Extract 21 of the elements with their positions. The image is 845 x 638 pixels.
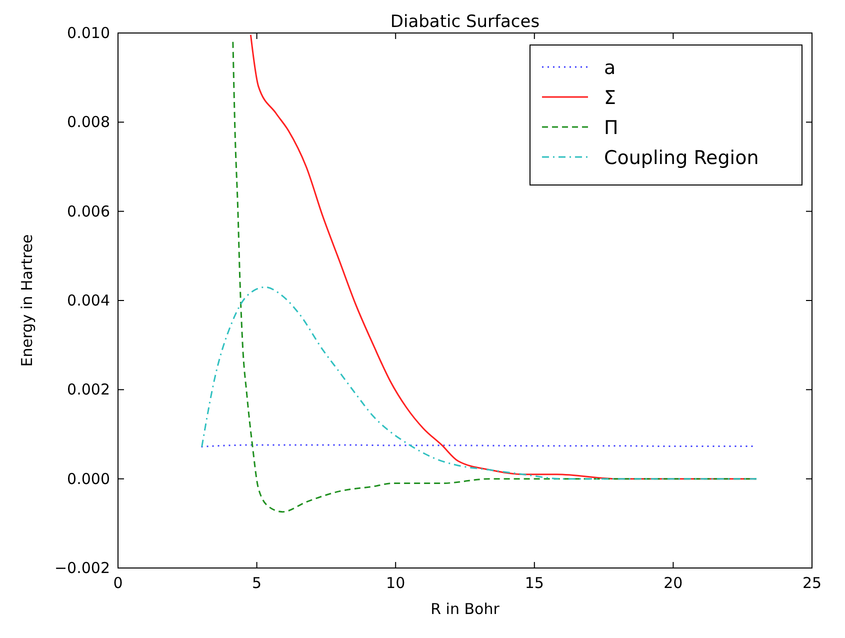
x-tick-label: 0 xyxy=(113,574,123,592)
y-axis-title: Energy in Hartree xyxy=(18,234,36,367)
y-tick-label: 0.006 xyxy=(67,202,110,220)
x-tick-label: 20 xyxy=(664,574,683,592)
x-tick-label: 25 xyxy=(802,574,822,592)
y-tick-label: 0.008 xyxy=(67,113,110,132)
line-series xyxy=(201,286,758,480)
y-tick-label: 0.010 xyxy=(67,24,110,42)
legend-label: a xyxy=(604,57,616,79)
chart-title: Diabatic Surfaces xyxy=(390,12,540,32)
x-tick-label: 5 xyxy=(252,574,262,592)
legend-label: Σ xyxy=(604,87,616,109)
y-tick-label: −0.002 xyxy=(54,559,110,577)
x-axis-title: R in Bohr xyxy=(430,600,500,618)
x-tick-label: 15 xyxy=(524,574,544,592)
x-tick-label: 10 xyxy=(386,574,406,592)
y-tick-label: 0.000 xyxy=(67,470,110,488)
legend-label: Coupling Region xyxy=(604,147,759,169)
y-tick-label: 0.004 xyxy=(67,292,110,310)
y-tick-label: 0.002 xyxy=(67,380,110,399)
legend-label: Π xyxy=(604,117,618,139)
